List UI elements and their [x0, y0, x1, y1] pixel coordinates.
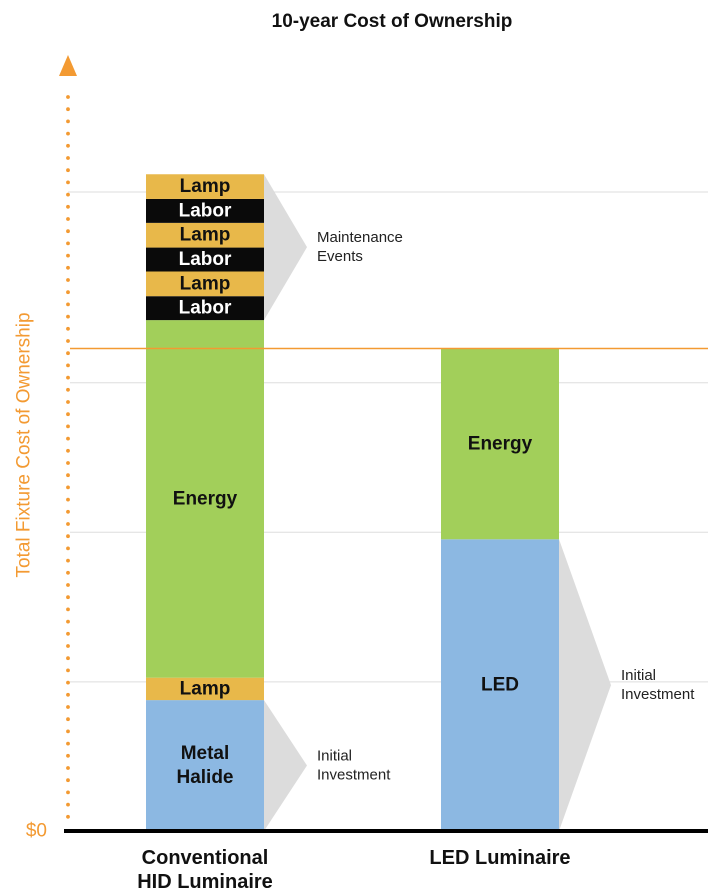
y-axis-dot: [66, 558, 70, 563]
category-label: LED Luminaire: [429, 847, 570, 869]
bar-segment: [146, 271, 264, 297]
segment-label: Metal Halide: [176, 743, 233, 788]
bar-segment: [146, 174, 264, 199]
callout-label: Initial Investment: [317, 748, 391, 784]
y-axis-dot: [66, 204, 70, 209]
segment-label: LED: [481, 675, 519, 696]
y-tick-label: $0: [26, 821, 47, 842]
callouts: Maintenance Events Initial Investment Initia…: [264, 174, 695, 831]
y-axis-dot: [66, 668, 70, 673]
segment-label: Lamp: [180, 273, 231, 294]
y-axis-dot: [66, 375, 70, 380]
y-axis-dot: [66, 802, 70, 807]
segment-label: Labor: [179, 249, 232, 270]
bar-segment: [146, 700, 264, 831]
y-axis-dot: [66, 119, 70, 124]
chart-title: 10-year Cost of Ownership: [272, 11, 513, 32]
y-axis-dot: [66, 265, 70, 270]
y-axis-dot: [66, 790, 70, 795]
y-axis-dot: [66, 168, 70, 173]
segment-label: Lamp: [180, 678, 231, 699]
segment-label: Energy: [468, 433, 533, 454]
y-axis-dot: [66, 95, 70, 99]
axes: $0 Total Fixture Cost of Ownership Convent…: [14, 55, 708, 893]
y-axis-dot: [66, 448, 70, 453]
y-axis-dot: [66, 509, 70, 514]
segment-label: Labor: [179, 200, 232, 221]
callout-wedge: [264, 700, 307, 831]
stacked-bars: Metal Halide Lamp Energy Labor Lamp Labor Lamp L…: [70, 174, 708, 831]
y-axis-dot: [66, 412, 70, 417]
y-axis-dot: [66, 351, 70, 356]
segment-label: Lamp: [180, 176, 231, 197]
y-axis-dot: [66, 180, 70, 185]
y-axis-dot: [66, 497, 70, 502]
category-label: Conventional HID Luminaire: [137, 847, 273, 893]
y-axis-dot: [66, 631, 70, 636]
y-axis-dot: [66, 705, 70, 709]
y-axis-dot: [66, 339, 70, 343]
y-axis-dot: [66, 387, 70, 392]
y-axis-dot: [66, 692, 70, 697]
y-axis-dot: [66, 143, 70, 148]
y-axis-dot: [66, 156, 70, 160]
bar-segment: [146, 222, 264, 248]
segment-label: Lamp: [180, 225, 231, 246]
y-axis-dot: [66, 363, 70, 368]
y-axis-dot: [66, 534, 70, 539]
y-axis-dot: [66, 302, 70, 307]
callout-label: Maintenance Events: [317, 229, 403, 265]
bar-segment: [146, 296, 264, 321]
y-axis-dot: [66, 253, 70, 258]
y-axis-dot: [66, 485, 70, 490]
y-axis-arrow-icon: [59, 55, 77, 76]
y-axis-dot: [66, 583, 70, 587]
y-axis-dot: [66, 546, 70, 551]
bar-segment: [146, 198, 264, 223]
y-axis-dot: [66, 217, 70, 221]
y-axis-dot: [66, 229, 70, 234]
bar-segment: [441, 539, 559, 831]
y-axis-dot: [66, 522, 70, 526]
y-axis-dot: [66, 656, 70, 661]
y-axis-dot: [66, 473, 70, 478]
y-axis-dot: [66, 680, 70, 685]
y-axis-dot: [66, 314, 70, 319]
y-axis-dot: [66, 192, 70, 197]
callout-label: Initial Investment: [621, 667, 695, 703]
y-axis-dot: [66, 241, 70, 246]
segment-label: Energy: [173, 488, 238, 509]
y-axis-dot: [66, 741, 70, 746]
y-axis-dot: [66, 778, 70, 783]
y-axis-dot: [66, 570, 70, 575]
y-axis-dot: [66, 290, 70, 295]
y-axis-dot: [66, 278, 70, 282]
bar-segment: [146, 320, 264, 678]
y-axis-dot: [66, 607, 70, 612]
bar-segment: [146, 247, 264, 272]
y-axis-dot: [66, 619, 70, 624]
y-axis-dot: [66, 461, 70, 465]
bar-segment: [146, 677, 264, 701]
callout-wedge: [264, 174, 307, 321]
y-axis-dot: [66, 400, 70, 404]
segment-label: Labor: [179, 298, 232, 319]
y-axis-dot: [66, 644, 70, 648]
y-axis-label: Total Fixture Cost of Ownership: [14, 312, 35, 577]
y-axis-dot: [66, 424, 70, 429]
y-axis-dot: [66, 729, 70, 734]
callout-wedge: [559, 539, 611, 831]
bar-segment: [441, 348, 559, 540]
y-axis-dot: [66, 814, 70, 819]
y-axis-dot: [66, 753, 70, 758]
y-axis-dot: [66, 436, 70, 441]
y-axis-dot: [66, 131, 70, 136]
y-axis-dot: [66, 717, 70, 722]
y-axis-dot: [66, 107, 70, 112]
y-axis-dot: [66, 326, 70, 331]
y-axis-dot: [66, 766, 70, 770]
y-axis-dot: [66, 595, 70, 600]
